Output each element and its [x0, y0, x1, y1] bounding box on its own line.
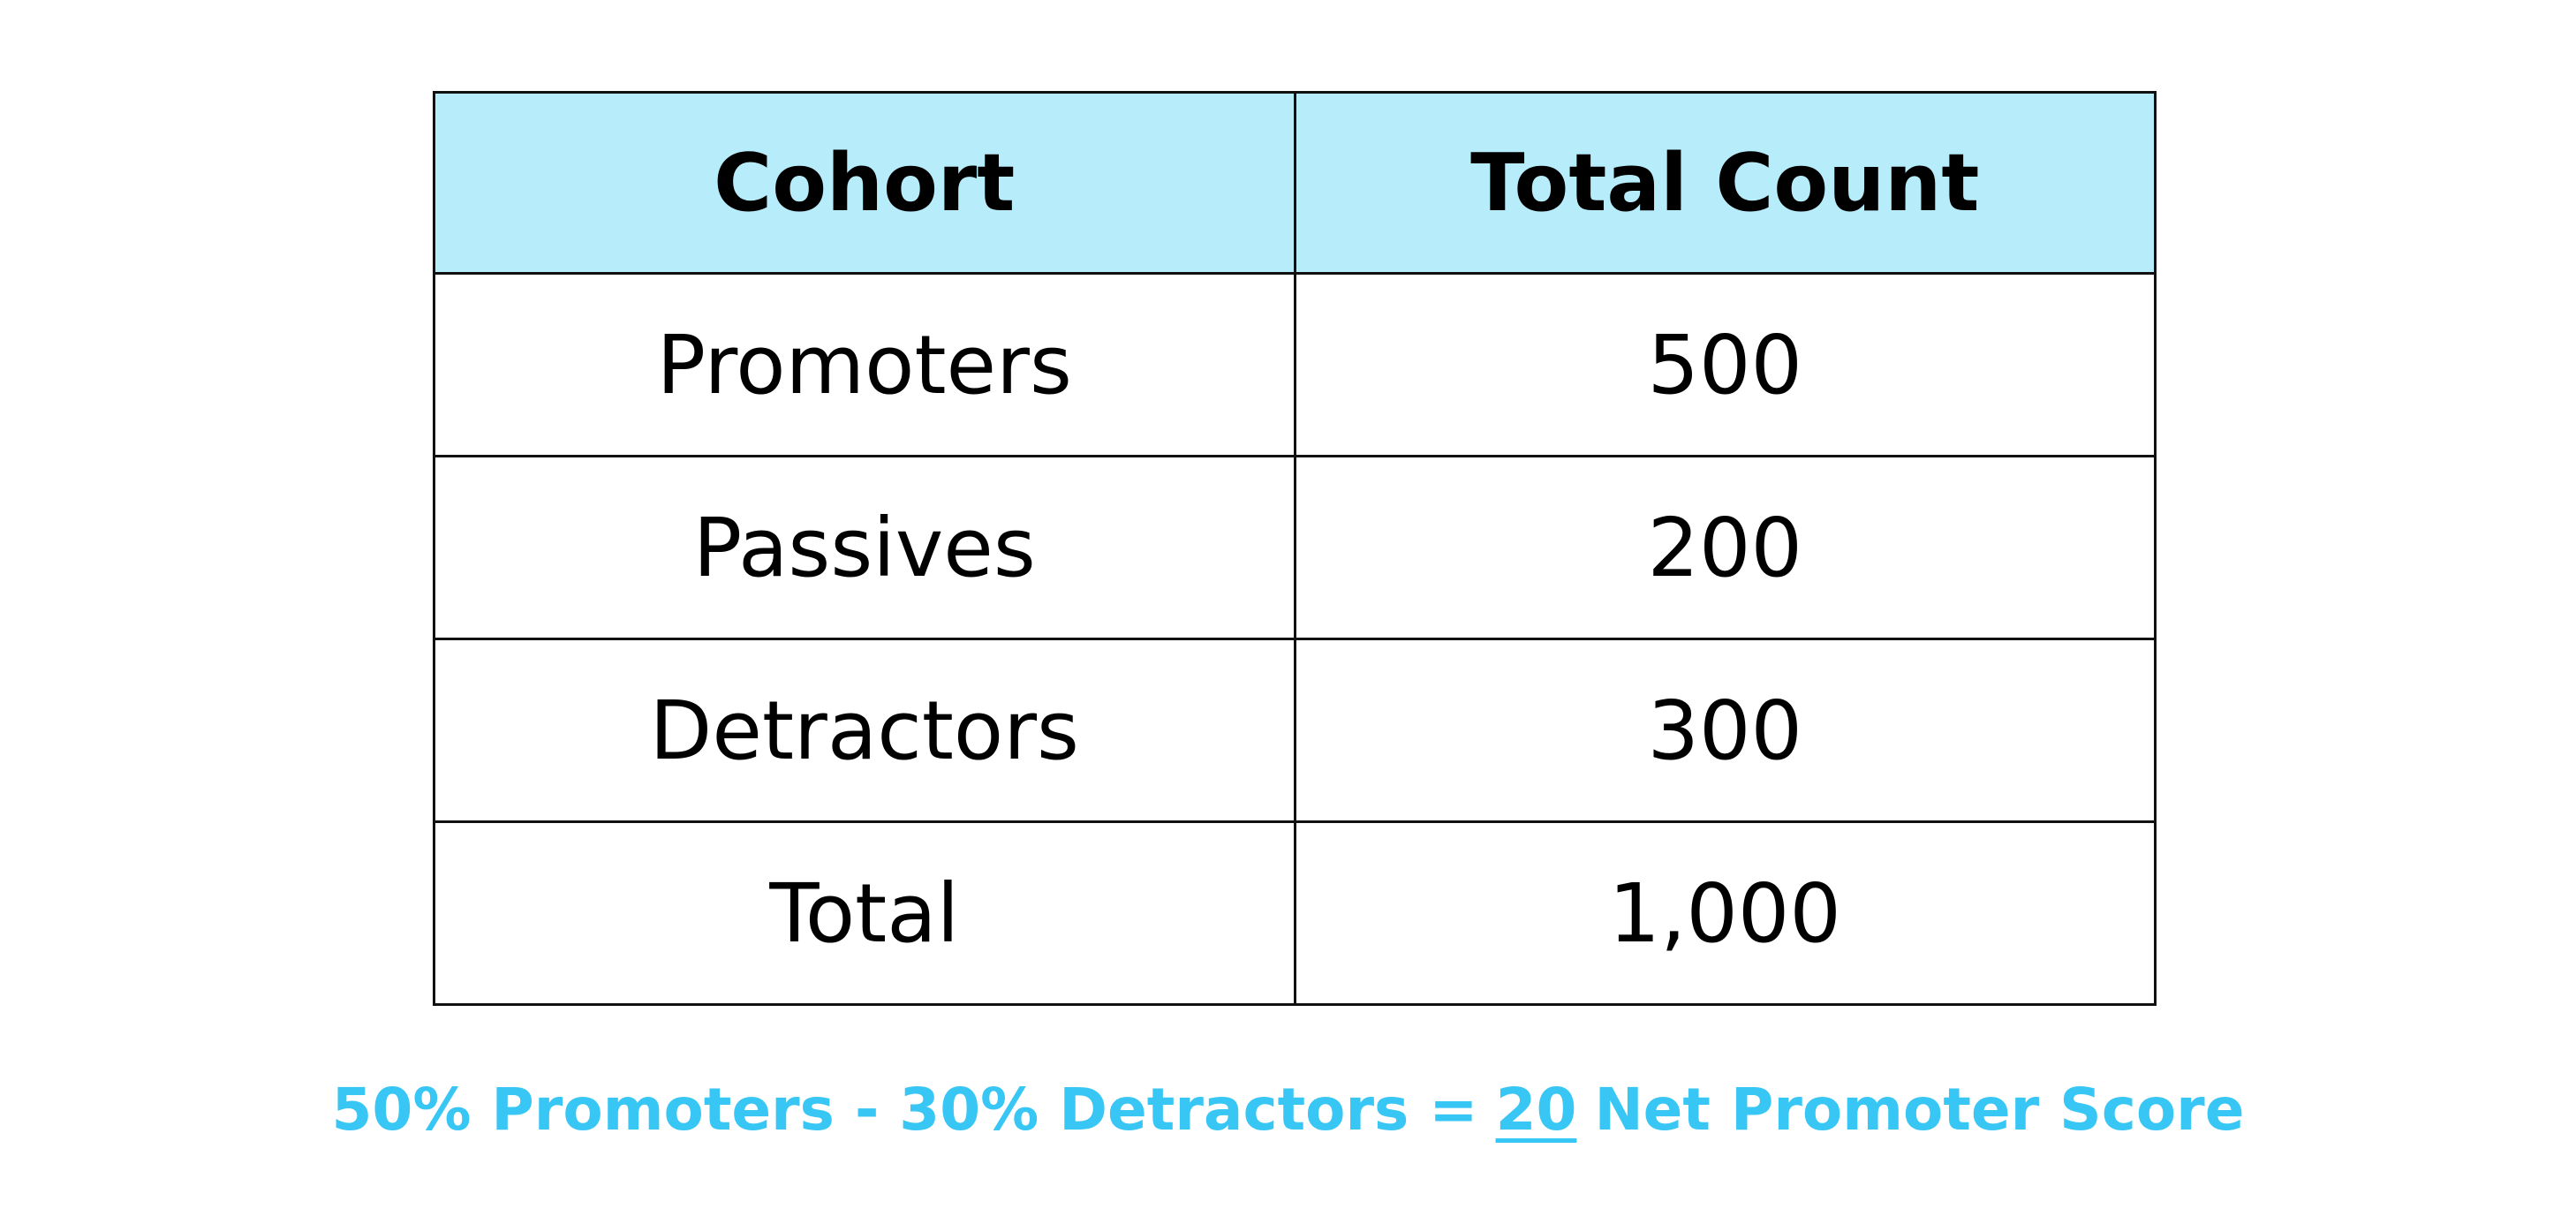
cohort-cell: Total [433, 820, 1296, 1006]
cohort-cell: Passives [433, 455, 1296, 640]
cohort-cell: Detractors [433, 638, 1296, 823]
count-cell: 300 [1293, 638, 2157, 823]
row: Detractors 300 [433, 638, 2157, 823]
header-cell: Total Count [1293, 91, 2157, 275]
header-row: Cohort Total Count [433, 91, 2157, 275]
formula-suffix: Net Promoter Score [1594, 1076, 2245, 1144]
nps-score: 20 [1495, 1076, 1577, 1144]
row: Passives 200 [433, 455, 2157, 640]
nps-table: Cohort Total Count Promoters 500 Passive… [433, 91, 2157, 1006]
formula-prefix: 50% Promoters - 30% Detractors = [331, 1076, 1478, 1144]
count-cell: 1,000 [1293, 820, 2157, 1006]
cohort-cell: Promoters [433, 272, 1296, 457]
count-cell: 500 [1293, 272, 2157, 457]
row: Total 1,000 [433, 820, 2157, 1006]
row: Promoters 500 [433, 272, 2157, 457]
count-cell: 200 [1293, 455, 2157, 640]
header-cell: Cohort [433, 91, 1296, 275]
nps-formula: 50% Promoters - 30% Detractors = 20 Net Pr… [0, 1076, 2576, 1144]
